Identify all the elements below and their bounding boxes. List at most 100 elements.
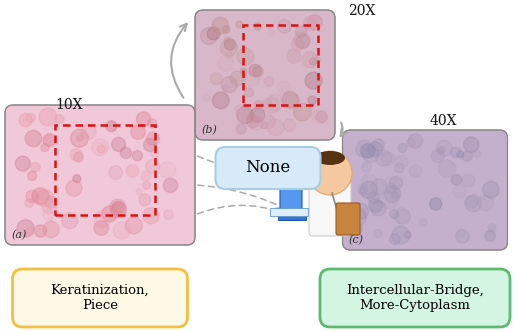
Circle shape xyxy=(312,110,325,123)
Circle shape xyxy=(278,81,291,94)
Circle shape xyxy=(113,222,130,239)
Ellipse shape xyxy=(315,151,345,165)
Circle shape xyxy=(141,171,151,181)
Circle shape xyxy=(77,135,83,141)
Circle shape xyxy=(371,201,386,216)
Circle shape xyxy=(26,190,38,203)
Circle shape xyxy=(294,32,310,48)
Circle shape xyxy=(350,223,362,235)
Circle shape xyxy=(396,155,408,168)
Circle shape xyxy=(485,230,495,241)
Circle shape xyxy=(16,156,30,171)
FancyBboxPatch shape xyxy=(336,203,360,235)
Circle shape xyxy=(453,185,466,198)
Circle shape xyxy=(254,23,261,30)
Circle shape xyxy=(70,149,82,161)
Circle shape xyxy=(384,186,401,203)
Circle shape xyxy=(218,55,234,71)
Circle shape xyxy=(398,143,407,152)
FancyBboxPatch shape xyxy=(342,130,508,250)
Circle shape xyxy=(436,140,452,156)
Circle shape xyxy=(352,203,368,219)
Circle shape xyxy=(369,199,382,212)
Circle shape xyxy=(207,27,220,40)
Circle shape xyxy=(112,202,124,213)
Text: Intercellular-Bridge,
More-Cytoplasm: Intercellular-Bridge, More-Cytoplasm xyxy=(346,284,484,312)
FancyBboxPatch shape xyxy=(5,105,195,245)
Circle shape xyxy=(27,171,37,180)
Circle shape xyxy=(151,149,159,158)
Circle shape xyxy=(236,21,243,28)
Circle shape xyxy=(224,37,231,43)
Circle shape xyxy=(361,144,375,158)
Circle shape xyxy=(429,198,442,210)
Circle shape xyxy=(109,199,126,216)
Circle shape xyxy=(94,221,108,235)
Text: 40X: 40X xyxy=(430,114,457,128)
Circle shape xyxy=(302,52,318,68)
Circle shape xyxy=(148,119,157,128)
Circle shape xyxy=(235,105,245,115)
Circle shape xyxy=(112,137,125,151)
Circle shape xyxy=(223,85,229,91)
Bar xyxy=(242,25,318,105)
Circle shape xyxy=(283,119,295,131)
Circle shape xyxy=(438,160,455,177)
Circle shape xyxy=(294,103,311,121)
Circle shape xyxy=(111,202,126,218)
Circle shape xyxy=(126,165,139,177)
Circle shape xyxy=(41,143,49,152)
Circle shape xyxy=(97,145,105,153)
Circle shape xyxy=(66,180,82,196)
Circle shape xyxy=(261,122,267,129)
Circle shape xyxy=(451,175,462,185)
Circle shape xyxy=(252,66,263,77)
Circle shape xyxy=(395,209,410,224)
Circle shape xyxy=(244,71,260,87)
Circle shape xyxy=(267,119,284,135)
Circle shape xyxy=(43,209,54,220)
FancyBboxPatch shape xyxy=(195,10,335,140)
Circle shape xyxy=(488,224,496,232)
Circle shape xyxy=(102,206,118,222)
Circle shape xyxy=(94,211,111,227)
Circle shape xyxy=(147,132,160,145)
Circle shape xyxy=(438,147,445,154)
Text: (a): (a) xyxy=(11,230,26,240)
Circle shape xyxy=(224,39,236,50)
Circle shape xyxy=(230,71,244,86)
Circle shape xyxy=(43,134,56,146)
Circle shape xyxy=(25,199,34,208)
Circle shape xyxy=(73,175,81,183)
Circle shape xyxy=(42,199,57,214)
Circle shape xyxy=(143,208,159,224)
Circle shape xyxy=(362,174,377,190)
Circle shape xyxy=(466,196,478,208)
Circle shape xyxy=(305,72,322,89)
Circle shape xyxy=(386,183,396,193)
Circle shape xyxy=(308,96,316,105)
Circle shape xyxy=(296,35,310,48)
Circle shape xyxy=(221,76,237,93)
Circle shape xyxy=(462,174,475,187)
Circle shape xyxy=(106,121,117,131)
Circle shape xyxy=(225,52,232,59)
Circle shape xyxy=(136,189,142,195)
Circle shape xyxy=(62,213,78,229)
Circle shape xyxy=(420,219,427,226)
Circle shape xyxy=(17,220,34,237)
Circle shape xyxy=(282,92,298,108)
Circle shape xyxy=(43,221,60,238)
Circle shape xyxy=(146,159,160,173)
Circle shape xyxy=(142,182,150,189)
Circle shape xyxy=(32,188,49,205)
Circle shape xyxy=(263,97,279,113)
Circle shape xyxy=(360,181,378,199)
Text: (b): (b) xyxy=(201,125,217,135)
Text: 20X: 20X xyxy=(348,4,376,18)
Text: 10X: 10X xyxy=(55,98,82,112)
Circle shape xyxy=(250,117,263,130)
Circle shape xyxy=(368,142,383,157)
Circle shape xyxy=(431,149,444,162)
Circle shape xyxy=(236,124,246,134)
